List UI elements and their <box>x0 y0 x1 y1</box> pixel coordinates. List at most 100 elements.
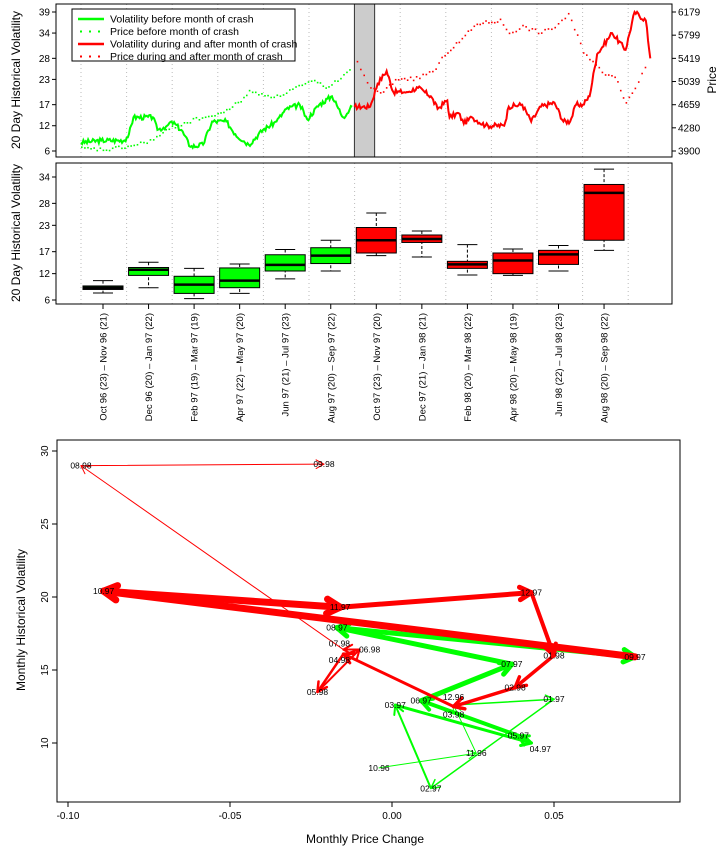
volatility-price-change-scatter: 10.96 11.96 12.96 01.97 02.97 03.97 04.9705.97… <box>14 439 681 846</box>
price-dot <box>195 116 198 119</box>
crash-month-shade <box>353 3 376 158</box>
x-tick-label: Dec 96 (20) – Jan 97 (22) <box>144 313 155 421</box>
price-dot <box>96 149 99 152</box>
y-tick-label: 17 <box>39 100 51 111</box>
y-tick-label: 25 <box>40 518 51 530</box>
point-label: 08.98 <box>70 461 92 471</box>
price-dot <box>544 28 546 31</box>
price-dot <box>192 117 195 120</box>
arrow-shaft <box>80 465 344 651</box>
price-dot <box>124 147 126 150</box>
arrow-shaft <box>316 652 345 694</box>
x-tick-label: Feb 97 (19) – Mar 97 (19) <box>190 313 201 422</box>
plot-frame <box>55 3 673 158</box>
x-tick-label: 0.05 <box>544 811 564 822</box>
price-dot <box>240 101 242 103</box>
price-dot <box>114 146 117 148</box>
y-tick-label: 34 <box>39 29 51 40</box>
arrow-shaft <box>419 698 521 738</box>
price-dot <box>441 56 443 59</box>
price-dot <box>234 102 237 104</box>
price-dot <box>237 101 240 104</box>
price-dot <box>403 77 406 80</box>
price-dot <box>491 21 493 24</box>
price-dot <box>84 147 86 149</box>
legend-label: Price during and after month of crash <box>110 51 283 63</box>
price-dot <box>276 94 279 97</box>
y-tick-label: 30 <box>40 445 51 457</box>
price-dot <box>449 49 452 52</box>
price-dot <box>189 122 192 124</box>
price-dot <box>93 147 95 149</box>
price-dot <box>444 54 446 57</box>
price-dot <box>464 34 467 37</box>
price-dot <box>428 71 431 73</box>
price-dot <box>547 28 550 30</box>
price-dot <box>171 125 174 128</box>
price-dot <box>111 147 114 150</box>
price-dot <box>228 108 231 111</box>
price-dot <box>183 122 186 124</box>
price-dot <box>422 73 424 76</box>
legend-swatch <box>98 55 100 58</box>
arrow-shaft <box>452 698 555 706</box>
arrow-head <box>467 749 477 754</box>
price-dot <box>211 115 213 117</box>
arrow-shaft <box>100 587 639 661</box>
price-dot <box>322 85 325 88</box>
price-dot <box>127 145 129 148</box>
point-label: 12.97 <box>521 588 543 598</box>
price-dot <box>207 115 210 118</box>
y2-tick-label: 6179 <box>678 8 701 19</box>
x-tick-label: Dec 97 (21) – Jan 98 (21) <box>417 313 428 421</box>
price-dot <box>604 74 607 76</box>
point-label: 10.97 <box>93 586 115 596</box>
price-dot <box>174 126 177 129</box>
arrow-head <box>517 590 534 603</box>
arrow-shaft <box>378 752 477 769</box>
point-label: 08.97 <box>326 623 348 633</box>
price-dot <box>461 37 464 40</box>
price-dot <box>482 22 484 25</box>
price-dot <box>258 94 260 96</box>
legend-label: Price before month of crash <box>110 26 239 38</box>
price-dot <box>143 141 145 144</box>
price-dot <box>515 30 518 33</box>
x-tick-label: Oct 97 (23) – Nov 97 (20) <box>372 313 383 421</box>
price-dot <box>554 26 557 29</box>
arrow-shaft <box>80 463 325 467</box>
price-dot <box>388 84 391 86</box>
price-dot <box>186 122 189 124</box>
price-dot <box>625 102 628 104</box>
point-label: 02.97 <box>420 783 442 793</box>
box <box>219 267 261 289</box>
price-dot <box>619 89 622 92</box>
price-dot <box>356 60 359 63</box>
arrow-head <box>430 778 436 790</box>
price-dot <box>156 135 158 138</box>
y2-tick-label: 4280 <box>678 123 701 134</box>
price-dot <box>334 80 336 82</box>
arrow-head <box>355 648 361 661</box>
price-dot <box>598 66 601 69</box>
price-dot <box>373 87 375 90</box>
price-dot <box>505 28 508 31</box>
legend-box <box>71 8 296 62</box>
legend-swatch <box>80 30 82 33</box>
x-tick-label: Aug 98 (20) – Sep 98 (22) <box>600 313 611 423</box>
arrow-shaft <box>393 703 533 745</box>
price-dot <box>319 82 322 84</box>
price-dot <box>343 73 345 76</box>
price-dot <box>435 68 437 70</box>
point-label: 01.97 <box>543 694 565 704</box>
arrow-head <box>393 704 397 716</box>
y-tick-label: 6 <box>44 147 50 158</box>
legend-swatch <box>80 55 82 58</box>
price-dot <box>363 74 366 77</box>
price-dot <box>493 21 496 24</box>
series-line-2 <box>353 9 652 131</box>
price-dot <box>537 32 540 35</box>
point-label: 04.98 <box>329 655 351 665</box>
price-dot <box>346 71 348 74</box>
